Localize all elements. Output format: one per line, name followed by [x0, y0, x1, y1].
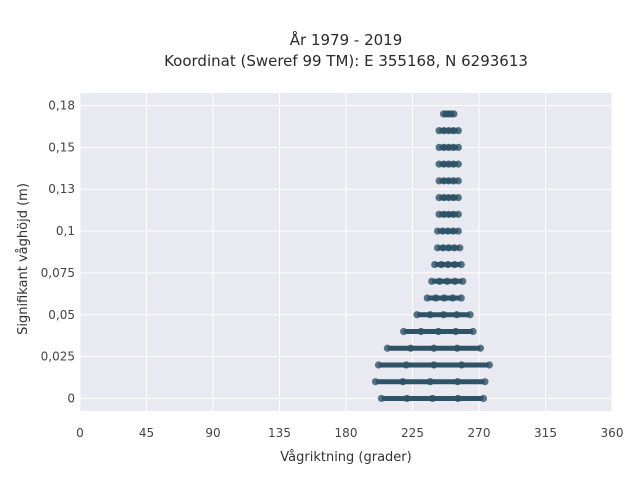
- scatter-point: [451, 260, 459, 269]
- scatter-point: [449, 177, 458, 185]
- scatter-point: [454, 394, 462, 403]
- scatter-point: [457, 260, 465, 269]
- grid-lines: [79, 93, 613, 411]
- scatter-point: [413, 311, 421, 319]
- x-tick-label: 270: [468, 426, 491, 440]
- scatter-point: [458, 361, 466, 369]
- chart-title: År 1979 - 2019: [290, 30, 403, 49]
- y-tick-label: 0,025: [41, 350, 75, 364]
- scatter-point: [443, 277, 451, 285]
- scatter-point: [453, 311, 461, 319]
- y-tick-label: 0: [67, 391, 75, 405]
- scatter-point: [457, 294, 465, 302]
- scatter-point: [485, 361, 493, 369]
- scatter-point: [476, 344, 485, 352]
- scatter-point: [383, 344, 391, 352]
- scatter-point: [449, 160, 458, 168]
- scatter-point: [449, 294, 457, 302]
- scatter-point: [374, 361, 383, 369]
- scatter-point: [449, 210, 458, 218]
- scatter-point: [426, 378, 434, 386]
- scatter-point: [430, 361, 438, 369]
- scatter-point: [430, 344, 438, 352]
- scatter-point: [469, 327, 477, 336]
- scatter-point: [479, 394, 488, 403]
- scatter-point: [399, 378, 407, 386]
- scatter-point: [453, 378, 462, 386]
- scatter-point: [435, 277, 444, 285]
- scatter-point: [453, 344, 461, 352]
- scatter-point: [439, 227, 447, 235]
- x-tick-label: 90: [205, 426, 220, 440]
- scatter-point: [456, 244, 464, 252]
- x-tick-label: 135: [268, 426, 291, 440]
- x-tick-label: 0: [76, 426, 84, 440]
- y-tick-label: 0,1: [56, 224, 75, 238]
- scatter-point: [437, 260, 445, 269]
- scatter-point: [400, 327, 408, 336]
- y-tick-label: 0,075: [41, 266, 75, 280]
- y-axis-label: Signifikant våghöjd (m): [16, 183, 31, 335]
- scatter-point: [449, 194, 458, 202]
- scatter-point: [466, 311, 474, 319]
- scatter-point: [407, 344, 415, 352]
- scatter-point: [439, 244, 447, 252]
- scatter-point: [454, 227, 462, 235]
- y-tick-label: 0,05: [48, 308, 75, 322]
- scatter-point: [423, 294, 431, 302]
- scatter-point: [449, 143, 458, 151]
- scatter-point: [459, 277, 467, 285]
- scatter-point: [431, 260, 439, 269]
- scatter-point: [371, 378, 380, 386]
- scatter-point: [432, 294, 440, 302]
- scatter-point: [417, 327, 425, 336]
- scatter-point: [449, 127, 458, 135]
- x-axis-label: Vågriktning (grader): [280, 450, 411, 465]
- scatter-point: [434, 327, 442, 336]
- chart-subtitle: Koordinat (Sweref 99 TM): E 355168, N 62…: [164, 52, 528, 70]
- data-points: [371, 110, 493, 403]
- scatter-point: [434, 244, 442, 252]
- x-tick-label: 225: [401, 426, 424, 440]
- y-tick-label: 0,13: [48, 182, 75, 196]
- scatter-point: [449, 227, 457, 235]
- y-tick-label: 0,18: [48, 99, 75, 113]
- x-axis-ticks: 0 45 90 135 180 225 270 315 360: [76, 426, 623, 440]
- scatter-point: [481, 378, 489, 386]
- scatter-point: [439, 311, 448, 319]
- scatter-point: [402, 361, 410, 369]
- scatter-point: [434, 227, 442, 235]
- y-tick-label: 0,15: [48, 140, 75, 154]
- x-tick-label: 315: [534, 426, 557, 440]
- scatter-point: [428, 394, 437, 403]
- scatter-point: [447, 110, 455, 118]
- scatter-point: [452, 327, 460, 336]
- x-tick-label: 180: [335, 426, 358, 440]
- scatter-point: [440, 294, 448, 302]
- scatter-point: [444, 260, 452, 269]
- scatter-point: [450, 244, 458, 252]
- scatter-point: [403, 394, 411, 403]
- scatter-point: [426, 311, 434, 319]
- scatter-point: [444, 227, 452, 235]
- y-axis-ticks: 0 0,025 0,05 0,075 0,1 0,13 0,15 0,18: [41, 99, 75, 406]
- scatter-point: [451, 277, 459, 285]
- scatter-point: [377, 394, 386, 403]
- scatter-point: [445, 244, 453, 252]
- x-tick-label: 360: [601, 426, 624, 440]
- scatter-point: [428, 277, 436, 285]
- x-tick-label: 45: [139, 426, 154, 440]
